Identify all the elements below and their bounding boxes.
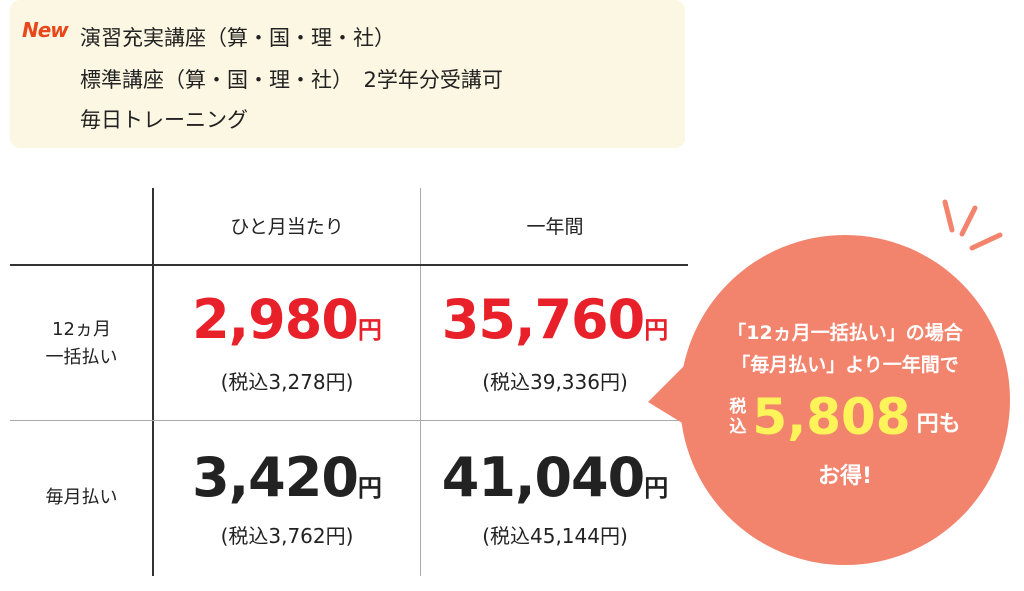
row-label-line: 毎月払い <box>45 487 118 508</box>
price-amount: 35,760 <box>441 288 645 351</box>
savings-suffix: 円も <box>916 412 961 437</box>
row-label: 12ヵ月一括払い <box>10 316 153 372</box>
table-rule <box>10 420 688 421</box>
price: 41,040円 <box>421 446 689 509</box>
price: 2,980円 <box>153 288 421 351</box>
tax-price: (税込3,278円) <box>220 370 354 394</box>
callout-shape <box>648 199 1010 565</box>
savings-amount: 5,808 <box>752 388 911 446</box>
price: 3,420円 <box>153 446 421 509</box>
row-label: 毎月払い <box>10 484 153 512</box>
callout-last: お得! <box>817 464 873 489</box>
tax-label: 税込 <box>729 397 746 437</box>
tax-price: (税込45,144円) <box>482 524 628 548</box>
price-amount: 2,980 <box>192 288 359 351</box>
callout-circle <box>680 235 1010 565</box>
new-badge: New <box>22 18 69 42</box>
course-line: 標準講座（算・国・理・社） 2学年分受講可 <box>80 68 503 92</box>
price-unit: 円 <box>357 316 382 344</box>
callout-amount-row: 税込 5,808 円も <box>680 388 1010 446</box>
price: 35,760円 <box>421 288 689 351</box>
table-rule <box>420 188 421 576</box>
table-rule <box>152 188 154 576</box>
course-line: 演習充実講座（算・国・理・社） <box>80 26 395 50</box>
tax-price: (税込3,762円) <box>220 524 354 548</box>
tax-price: (税込39,336円) <box>482 370 628 394</box>
burst-lines <box>942 199 1003 251</box>
price-unit: 円 <box>357 474 382 502</box>
table-rule <box>10 264 688 266</box>
course-box <box>10 0 685 148</box>
price-unit: 円 <box>644 474 669 502</box>
course-line: 毎日トレーニング <box>80 108 248 132</box>
price-amount: 41,040 <box>441 446 645 509</box>
callout-line: 「12ヵ月一括払い」の場合 <box>727 322 963 344</box>
price-amount: 3,420 <box>192 446 359 509</box>
row-label-line: 一括払い <box>45 347 118 368</box>
tax-label-char: 税 <box>729 397 747 417</box>
price-unit: 円 <box>644 316 669 344</box>
column-header: ひと月当たり <box>230 216 344 238</box>
tax-label-char: 込 <box>729 417 747 437</box>
callout-line: 「毎月払い」より一年間で <box>731 354 959 376</box>
row-label-line: 12ヵ月 <box>52 319 111 340</box>
column-header: 一年間 <box>526 216 584 238</box>
callout-tail <box>648 350 710 440</box>
